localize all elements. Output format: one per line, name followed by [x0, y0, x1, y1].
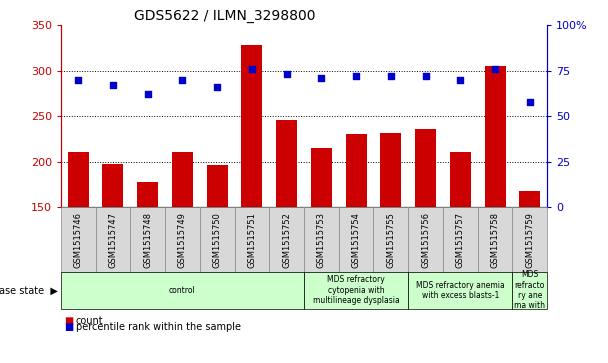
- Text: GDS5622 / ILMN_3298800: GDS5622 / ILMN_3298800: [134, 9, 316, 23]
- Text: GSM1515759: GSM1515759: [525, 212, 534, 268]
- Text: ■: ■: [64, 315, 73, 326]
- Bar: [207, 165, 227, 207]
- Bar: [172, 151, 193, 207]
- Point: [74, 77, 83, 83]
- Point: [386, 73, 396, 79]
- Point: [351, 73, 361, 79]
- Text: GSM1515748: GSM1515748: [143, 212, 152, 268]
- Point: [317, 75, 326, 81]
- Text: GSM1515755: GSM1515755: [386, 212, 395, 268]
- Text: MDS refractory
cytopenia with
multilineage dysplasia: MDS refractory cytopenia with multilinea…: [313, 276, 399, 305]
- Point: [455, 77, 465, 83]
- Bar: [103, 164, 123, 207]
- Text: percentile rank within the sample: percentile rank within the sample: [76, 322, 241, 332]
- Text: GSM1515756: GSM1515756: [421, 212, 430, 268]
- Point: [178, 77, 187, 83]
- Text: GSM1515746: GSM1515746: [74, 212, 83, 268]
- Text: GSM1515757: GSM1515757: [456, 212, 465, 268]
- Bar: [450, 151, 471, 207]
- Point: [108, 82, 118, 88]
- Bar: [346, 134, 367, 207]
- Text: ■: ■: [64, 322, 73, 332]
- Point: [421, 73, 430, 79]
- Point: [282, 72, 291, 77]
- Bar: [415, 129, 436, 207]
- Bar: [485, 66, 505, 207]
- Bar: [67, 152, 89, 207]
- Bar: [241, 45, 262, 207]
- Bar: [519, 191, 541, 207]
- Point: [143, 91, 153, 97]
- Text: GSM1515749: GSM1515749: [178, 212, 187, 268]
- Bar: [311, 148, 332, 207]
- Text: count: count: [76, 315, 103, 326]
- Text: MDS
refracto
ry ane
ma with: MDS refracto ry ane ma with: [514, 270, 545, 310]
- Text: GSM1515753: GSM1515753: [317, 212, 326, 268]
- Point: [212, 84, 222, 90]
- Bar: [137, 182, 158, 207]
- Bar: [276, 120, 297, 207]
- Point: [525, 99, 534, 105]
- Text: GSM1515747: GSM1515747: [108, 212, 117, 268]
- Text: GSM1515751: GSM1515751: [247, 212, 257, 268]
- Bar: [381, 133, 401, 207]
- Text: disease state  ▶: disease state ▶: [0, 285, 58, 295]
- Text: MDS refractory anemia
with excess blasts-1: MDS refractory anemia with excess blasts…: [416, 281, 505, 300]
- Text: GSM1515758: GSM1515758: [491, 212, 500, 268]
- Text: control: control: [169, 286, 196, 295]
- Text: GSM1515750: GSM1515750: [213, 212, 222, 268]
- Point: [490, 66, 500, 72]
- Point: [247, 66, 257, 72]
- Text: GSM1515754: GSM1515754: [351, 212, 361, 268]
- Text: GSM1515752: GSM1515752: [282, 212, 291, 268]
